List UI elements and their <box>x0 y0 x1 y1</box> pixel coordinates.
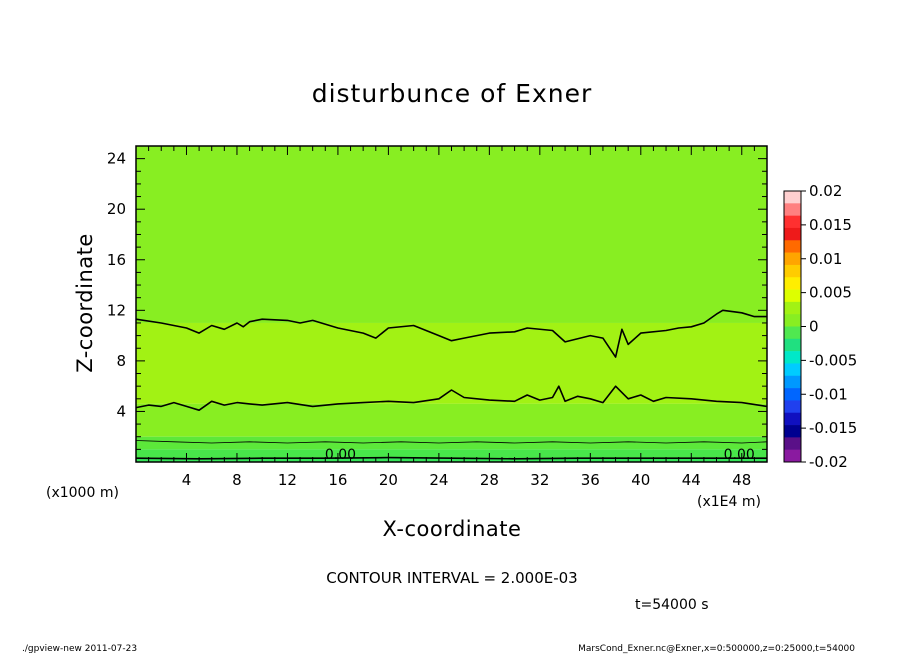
x-tick-label: 40 <box>631 471 650 489</box>
colorbar-swatch <box>784 191 801 204</box>
y-axis-label: Z-coordinate <box>73 233 97 373</box>
colorbar-swatch <box>784 227 801 241</box>
time-text: t=54000 s <box>635 597 709 613</box>
colorbar-label: 0.015 <box>809 216 852 234</box>
colorbar-label: 0.02 <box>809 182 842 200</box>
colorbar-label: 0 <box>809 318 819 336</box>
colorbar-swatch <box>784 375 801 389</box>
colorbar-label: 0.01 <box>809 250 842 268</box>
x-tick-label: 16 <box>328 471 347 489</box>
colorbar-label: 0.005 <box>809 284 852 302</box>
colorbar-swatch <box>784 400 801 414</box>
colorbar-label: -0.01 <box>809 385 848 403</box>
y-tick-label: 12 <box>107 301 126 319</box>
x-tick-label: 32 <box>530 471 549 489</box>
contour-interval-text: CONTOUR INTERVAL = 2.000E-03 <box>326 569 577 587</box>
x-tick-label: 36 <box>581 471 600 489</box>
y-tick-label: 4 <box>116 402 126 420</box>
colorbar-swatch <box>784 314 801 327</box>
colorbar-label: -0.005 <box>809 351 857 369</box>
colorbar-swatch <box>784 301 801 315</box>
x-tick-label: 48 <box>732 471 751 489</box>
y-tick-label: 24 <box>107 150 126 168</box>
x-tick-label: 28 <box>480 471 499 489</box>
colorbar-swatch <box>784 437 801 450</box>
colorbar-swatch <box>784 412 801 426</box>
x-tick-label: 20 <box>379 471 398 489</box>
colorbar-swatch <box>784 425 801 438</box>
colorbar-swatch <box>784 203 801 216</box>
y-tick-label: 8 <box>116 352 126 370</box>
colorbar-swatch <box>784 338 801 352</box>
colorbar-swatch <box>784 388 801 401</box>
x-tick-label: 8 <box>232 471 242 489</box>
fill-band-1 <box>136 322 767 404</box>
colorbar: 0.02 0.015 0.01 0.005 0 -0.005 -0.01 -0.015 -0.0… <box>783 182 857 471</box>
plot-area <box>136 146 767 462</box>
fill-band-3 <box>136 436 767 450</box>
contour-line-middle <box>135 385 768 411</box>
colorbar-swatch <box>784 326 801 340</box>
x-tick-label: 12 <box>278 471 297 489</box>
fill-band-4 <box>136 449 767 459</box>
colorbar-label: -0.015 <box>809 419 857 437</box>
contour-label-1: 0.00 <box>724 447 755 463</box>
chart-title: disturbunce of Exner <box>312 79 593 108</box>
contour-label-0: 0.00 <box>325 447 356 463</box>
y-tick-label: 16 <box>107 251 126 269</box>
fill-band-0 <box>136 146 767 323</box>
colorbar-label: -0.02 <box>809 453 848 471</box>
colorbar-swatch <box>784 351 801 364</box>
colorbar-swatch <box>784 449 801 463</box>
footer-right-text: MarsCond_Exner.nc@Exner,x=0:500000,z=0:2… <box>578 644 855 654</box>
colorbar-swatch <box>784 252 801 266</box>
colorbar-swatch <box>784 289 801 303</box>
x-axis-label: X-coordinate <box>383 517 522 541</box>
x-tick-label: 44 <box>682 471 701 489</box>
footer-left-text: ./gpview-new 2011-07-23 <box>22 644 137 654</box>
x-unit-left: (x1000 m) <box>46 485 119 501</box>
colorbar-swatch <box>784 264 801 278</box>
colorbar-swatch <box>784 277 801 290</box>
colorbar-swatch <box>784 215 801 229</box>
colorbar-swatch <box>784 363 801 377</box>
fill-band-2 <box>136 403 767 437</box>
colorbar-swatch <box>784 240 801 253</box>
contour-line-lower <box>135 440 768 444</box>
x-tick-label: 4 <box>182 471 192 489</box>
x-tick-label: 24 <box>429 471 448 489</box>
y-tick-label: 20 <box>107 200 126 218</box>
contour-line-upper <box>135 309 767 358</box>
x-unit-right: (x1E4 m) <box>697 494 761 510</box>
